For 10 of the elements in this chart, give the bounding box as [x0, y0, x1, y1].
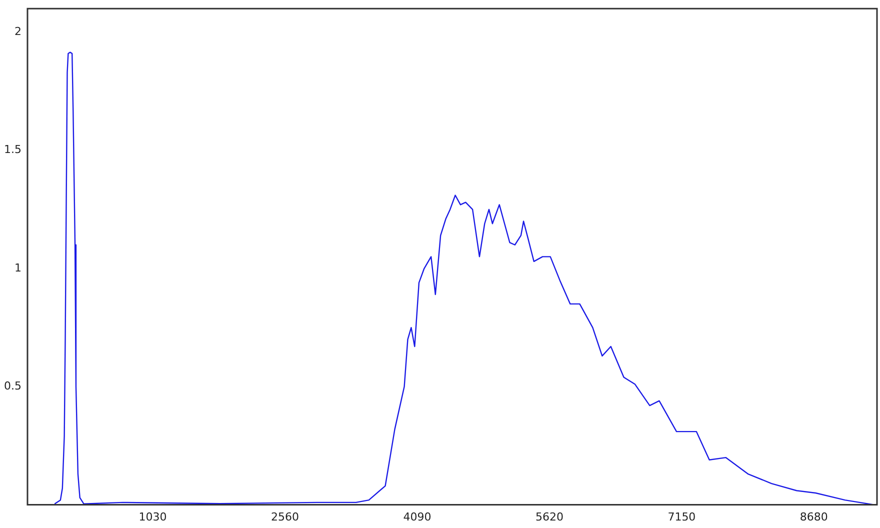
- x-tick-label: 7150: [668, 510, 696, 524]
- y-tick-label: 0.5: [4, 380, 22, 393]
- x-tick-label: 2560: [271, 510, 300, 524]
- x-tick-label: 5620: [535, 510, 564, 524]
- x-tick-label: 4090: [403, 510, 432, 524]
- y-tick-label: 2: [14, 25, 22, 38]
- x-tick-label: 1030: [138, 510, 167, 524]
- y-tick-label: 1: [14, 261, 22, 274]
- x-tick-label: 8680: [800, 510, 828, 524]
- y-tick-label: 1.5: [4, 143, 22, 156]
